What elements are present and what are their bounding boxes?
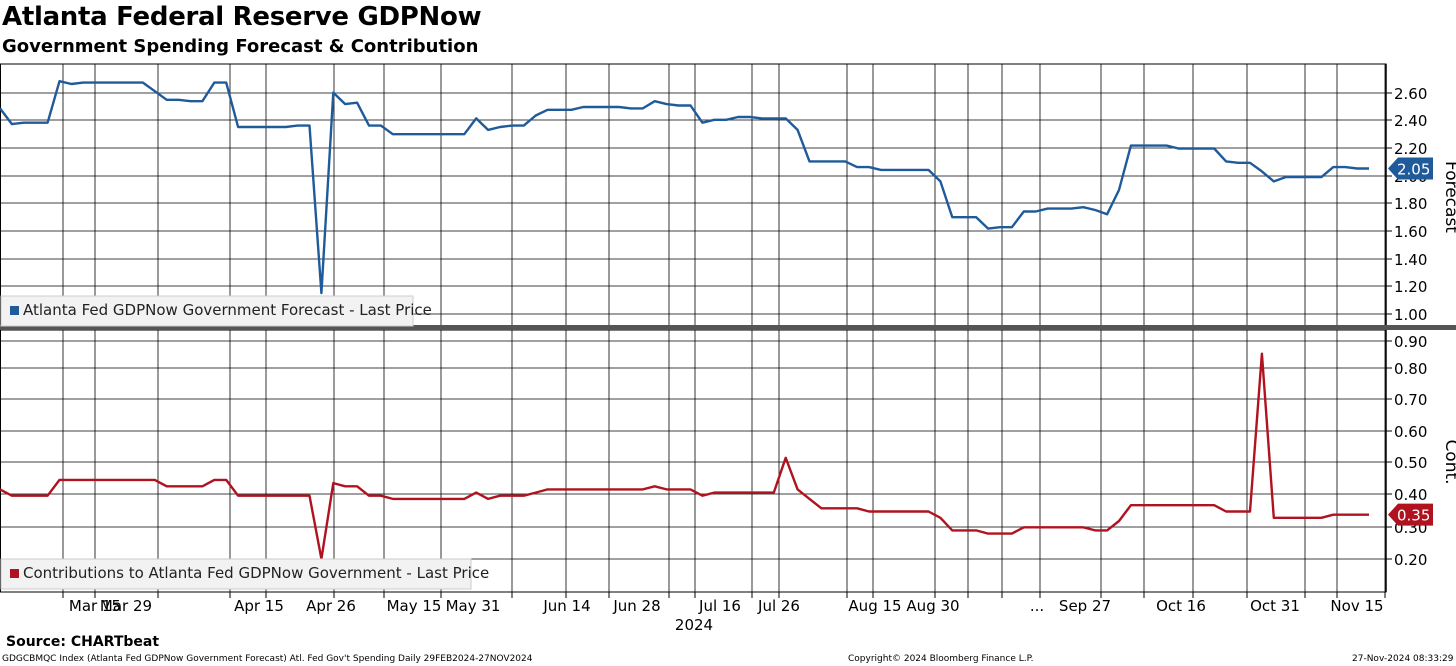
x-tick-label: Mar 15 bbox=[69, 597, 121, 615]
x-tick-label: May 31 bbox=[446, 597, 501, 615]
legend-label: Contributions to Atlanta Fed GDPNow Gove… bbox=[23, 564, 489, 582]
panel-divider bbox=[0, 325, 1456, 330]
x-tick-label: Apr 26 bbox=[306, 597, 356, 615]
legend-box bbox=[0, 558, 472, 590]
x-tick-label: Nov 15 bbox=[1330, 597, 1383, 615]
last-value-label: 2.05 bbox=[1397, 161, 1430, 179]
source-note: Source: CHARTbeat bbox=[6, 634, 160, 650]
y-tick-label: 0.40 bbox=[1394, 486, 1427, 504]
panel-border bbox=[0, 63, 1387, 327]
x-tick-label: Oct 16 bbox=[1156, 597, 1206, 615]
x-tick-label: Jun 14 bbox=[542, 597, 590, 615]
y-axis-title: Cont. bbox=[1441, 439, 1456, 484]
y-tick-label: 0.90 bbox=[1394, 333, 1427, 351]
chart-title: Atlanta Federal Reserve GDPNow bbox=[2, 2, 482, 32]
y-tick-label: 2.40 bbox=[1394, 112, 1427, 130]
y-tick-label: 1.00 bbox=[1394, 306, 1427, 324]
y-tick-label: 2.20 bbox=[1394, 140, 1427, 158]
y-tick-label: 0.70 bbox=[1394, 391, 1427, 409]
contribution-series-line bbox=[0, 352, 1369, 561]
footer-timestamp: 27-Nov-2024 08:33:29 bbox=[1352, 654, 1454, 664]
y-tick-label: 0.60 bbox=[1394, 423, 1427, 441]
x-tick-label: Aug 15 bbox=[848, 597, 901, 615]
last-value-label: 0.35 bbox=[1397, 507, 1430, 525]
chart-subtitle: Government Spending Forecast & Contribut… bbox=[2, 36, 479, 57]
footer-index-info: GDGCBMQC Index (Atlanta Fed GDPNow Gover… bbox=[2, 654, 533, 664]
y-tick-label: 2.60 bbox=[1394, 85, 1427, 103]
series-layer bbox=[0, 79, 1369, 561]
legend-label: Atlanta Fed GDPNow Government Forecast -… bbox=[23, 301, 432, 319]
legend-swatch bbox=[10, 306, 19, 315]
y-tick-label: 0.50 bbox=[1394, 454, 1427, 472]
forecast-series-line bbox=[0, 79, 1369, 295]
x-tick-label: Aug 30 bbox=[906, 597, 959, 615]
chart-frame bbox=[0, 63, 1456, 593]
x-tick-label: ... bbox=[1030, 597, 1044, 615]
gridlines bbox=[0, 64, 1386, 592]
legend-box bbox=[0, 295, 414, 327]
y-tick-label: 0.80 bbox=[1394, 360, 1427, 378]
tick-layer: 2.602.402.202.001.801.601.401.201.000.90… bbox=[62, 85, 1427, 634]
x-tick-label: Sep 27 bbox=[1059, 597, 1111, 615]
x-tick-label: Jun 28 bbox=[612, 597, 660, 615]
y-tick-label: 0.20 bbox=[1394, 551, 1427, 569]
x-tick-label: Apr 15 bbox=[234, 597, 284, 615]
y-tick-label: 1.20 bbox=[1394, 278, 1427, 296]
x-tick-label: May 15 bbox=[387, 597, 442, 615]
legend-swatch bbox=[10, 569, 19, 578]
x-tick-label: Oct 31 bbox=[1250, 597, 1300, 615]
last-value-marker bbox=[1388, 157, 1433, 180]
panel-border bbox=[0, 329, 1387, 593]
last-value-marker bbox=[1388, 503, 1433, 526]
footer-copyright: Copyright© 2024 Bloomberg Finance L.P. bbox=[848, 654, 1034, 664]
x-tick-label: Jul 26 bbox=[757, 597, 800, 615]
x-axis-year-label: 2024 bbox=[675, 616, 713, 634]
y-tick-label: 1.80 bbox=[1394, 195, 1427, 213]
y-tick-label: 1.40 bbox=[1394, 251, 1427, 269]
x-tick-label: Jul 16 bbox=[698, 597, 741, 615]
y-axis-title: Forecast bbox=[1441, 161, 1456, 233]
label-layer: 2.05 Forecast Atlanta Fed GDPNow Governmen… bbox=[0, 157, 1456, 590]
x-tick-label: Mar 29 bbox=[100, 597, 152, 615]
y-tick-label: 1.60 bbox=[1394, 223, 1427, 241]
